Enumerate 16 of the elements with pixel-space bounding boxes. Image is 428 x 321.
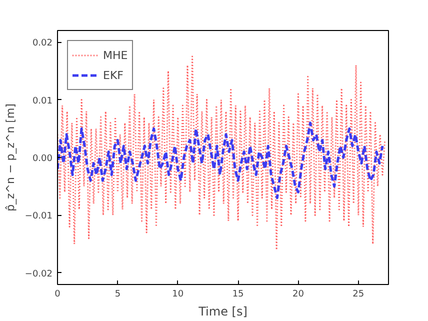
x-axis-title: Time [s] [198, 304, 248, 318]
y-axis-title: p̂_z^n − p_z^n [m] [4, 104, 17, 212]
x-tick-label: 0 [54, 290, 61, 300]
line-series [58, 122, 384, 200]
legend-label: EKF [103, 68, 124, 82]
y-tick-label: 0.02 [32, 38, 53, 49]
x-tick-label: 25 [352, 290, 364, 300]
y-tick-label: −0.01 [24, 212, 53, 222]
x-tick-label: 20 [292, 290, 304, 300]
legend-label: MHE [103, 48, 128, 62]
x-tick-label: 10 [172, 290, 184, 300]
y-tick-label: 0.00 [32, 154, 53, 164]
y-tick-label: −0.02 [24, 269, 53, 280]
x-tick-label: 5 [114, 290, 121, 300]
x-tick-label: 15 [232, 290, 244, 300]
y-tick-label: 0.01 [32, 96, 53, 106]
